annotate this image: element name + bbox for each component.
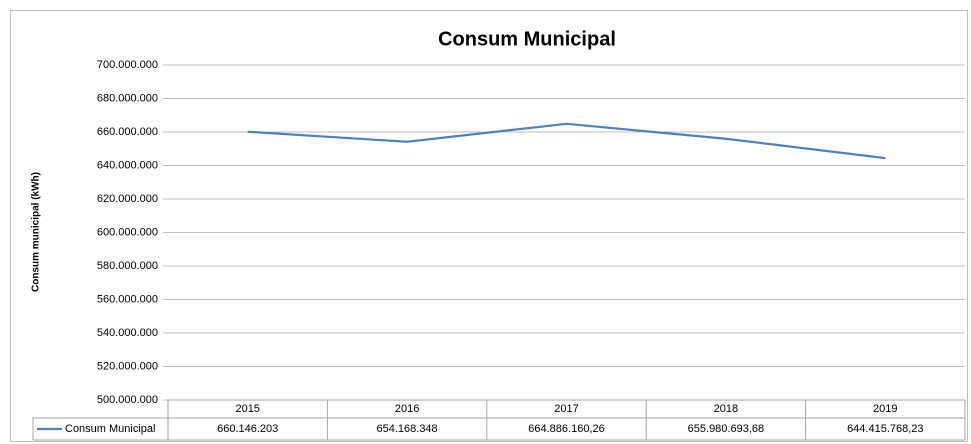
x-tick-label: 2019	[873, 403, 897, 415]
table-value: 655.980.693,68	[688, 423, 764, 435]
y-tick-label: 600.000.000	[97, 226, 158, 238]
table-value: 664.886.160,26	[528, 423, 604, 435]
x-tick-label: 2017	[554, 403, 578, 415]
table-value: 654.168.348	[377, 423, 438, 435]
y-tick-label: 540.000.000	[97, 327, 158, 339]
table-value: 660.146.203	[217, 423, 278, 435]
y-tick-label: 560.000.000	[97, 293, 158, 305]
x-tick-label: 2016	[395, 403, 419, 415]
y-tick-label: 660.000.000	[97, 126, 158, 138]
y-tick-label: 680.000.000	[97, 92, 158, 104]
y-tick-label: 500.000.000	[97, 394, 158, 406]
chart-border	[10, 10, 968, 442]
y-tick-label: 700.000.000	[97, 59, 158, 71]
table-value: 644.415.768,23	[847, 423, 923, 435]
chart-title: Consum Municipal	[438, 28, 616, 50]
y-axis-title: Consum municipal (kWh)	[31, 172, 42, 292]
y-tick-label: 580.000.000	[97, 260, 158, 272]
y-tick-label: 520.000.000	[97, 360, 158, 372]
y-tick-label: 620.000.000	[97, 193, 158, 205]
series-line	[247, 122, 886, 160]
y-tick-label: 640.000.000	[97, 159, 158, 171]
legend-label: Consum Municipal	[65, 423, 155, 435]
x-tick-label: 2015	[235, 403, 259, 415]
x-tick-label: 2018	[714, 403, 738, 415]
